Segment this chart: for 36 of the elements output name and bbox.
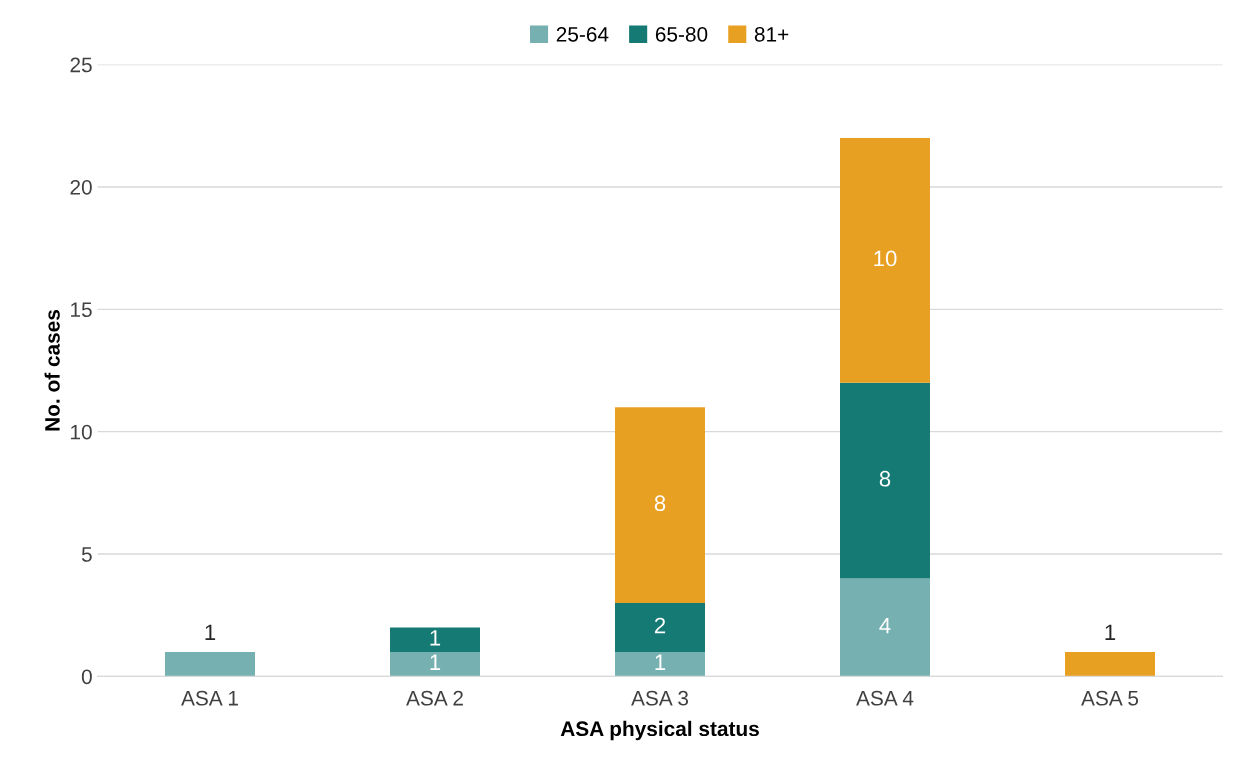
x-tick-label: ASA 2: [406, 690, 463, 706]
bar: [615, 651, 705, 677]
x-tick-label: ASA 3: [631, 690, 689, 706]
y-tick-label: 15: [71, 302, 92, 318]
legend-label: 81+: [754, 26, 789, 42]
data-label: 4: [879, 617, 891, 634]
bar: [615, 407, 705, 603]
data-label: 1: [430, 654, 441, 670]
y-tick-label: 0: [81, 669, 92, 685]
legend-label: 25-64: [556, 26, 609, 42]
bar: [615, 602, 705, 652]
data-label: 1: [430, 630, 441, 646]
x-axis-title: ASA physical status: [560, 720, 759, 741]
x-tick-label: ASA 1: [181, 690, 238, 706]
bar: [390, 651, 480, 677]
data-label: 10: [874, 250, 897, 267]
x-tick-label: ASA 5: [1081, 690, 1139, 706]
x-tick-label: ASA 4: [856, 690, 914, 706]
y-tick-label: 10: [71, 424, 92, 440]
total-label: 1: [205, 624, 216, 640]
y-tick-label: 25: [70, 57, 92, 73]
bar: [840, 382, 930, 579]
y-tick-label: 5: [81, 547, 92, 562]
data-label: 2: [654, 617, 666, 634]
y-axis-title: No. of cases: [44, 309, 60, 431]
bar: [840, 138, 930, 383]
bar: [165, 651, 255, 677]
data-label: 1: [655, 654, 666, 670]
data-label: 8: [654, 495, 666, 512]
y-tick-label: 20: [70, 179, 92, 195]
bar: [390, 627, 480, 652]
legend-label: 65-80: [655, 26, 708, 42]
data-label: 8: [879, 470, 891, 487]
total-label: 1: [1105, 624, 1116, 640]
bar: [1065, 651, 1155, 677]
bar: [840, 578, 930, 677]
